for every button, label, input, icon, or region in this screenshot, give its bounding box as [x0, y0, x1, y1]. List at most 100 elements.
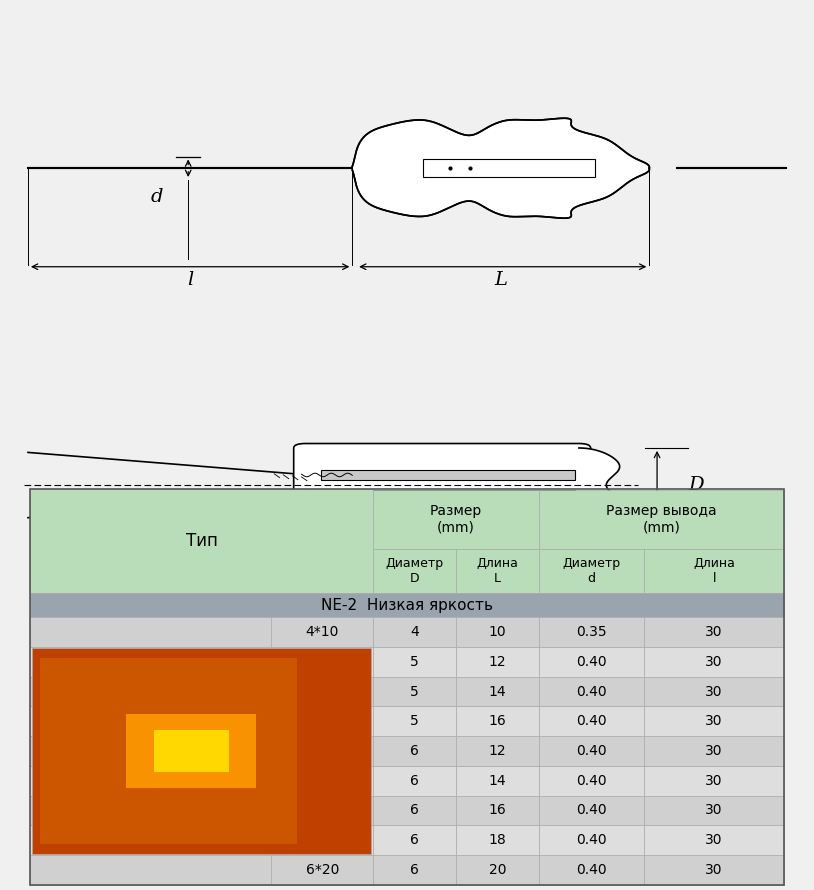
Text: NE-2  Низкая яркость: NE-2 Низкая яркость [321, 598, 493, 613]
Text: L: L [494, 271, 507, 288]
Bar [154, 730, 229, 772]
Bar [645, 765, 784, 796]
Bar [30, 825, 373, 855]
Text: Тип: Тип [186, 532, 217, 551]
Bar [30, 490, 784, 885]
Bar [645, 707, 784, 736]
Text: 4*10: 4*10 [305, 625, 339, 639]
Text: 5*14: 5*14 [305, 684, 339, 699]
Bar [321, 470, 575, 480]
Bar [539, 618, 645, 647]
Bar [456, 707, 539, 736]
Text: 30: 30 [706, 773, 723, 788]
Text: 20: 20 [488, 862, 506, 877]
Text: 4: 4 [410, 625, 419, 639]
Text: 14: 14 [488, 684, 506, 699]
Bar [539, 676, 645, 707]
Bar [271, 707, 373, 736]
Bar [456, 736, 539, 765]
Bar [422, 159, 594, 177]
Text: 6*12: 6*12 [305, 744, 339, 758]
Bar [30, 647, 373, 676]
Bar [373, 676, 456, 707]
Bar [373, 549, 456, 594]
Bar [271, 765, 373, 796]
Bar [30, 796, 373, 825]
Bar [373, 647, 456, 676]
Text: Размер
(mm): Размер (mm) [430, 504, 482, 534]
Bar [271, 736, 373, 765]
Bar [321, 490, 575, 500]
Text: 6: 6 [410, 862, 419, 877]
Bar [40, 658, 297, 845]
Polygon shape [579, 448, 619, 522]
Text: 6: 6 [410, 833, 419, 847]
Bar [373, 618, 456, 647]
Bar [30, 707, 373, 736]
Bar [373, 736, 456, 765]
Bar [539, 647, 645, 676]
Bar [456, 647, 539, 676]
Bar [539, 707, 645, 736]
Text: 12: 12 [488, 744, 506, 758]
Bar [456, 676, 539, 707]
Bar [30, 594, 784, 618]
Text: 12: 12 [488, 655, 506, 668]
Text: 5: 5 [410, 684, 419, 699]
Bar [271, 825, 373, 855]
Bar [645, 676, 784, 707]
Bar [539, 736, 645, 765]
Bar [539, 549, 645, 594]
Text: 30: 30 [706, 862, 723, 877]
Text: 30: 30 [706, 715, 723, 728]
Text: 0.40: 0.40 [576, 804, 607, 817]
Bar [126, 714, 256, 789]
Text: 30: 30 [706, 804, 723, 817]
Bar [30, 736, 373, 765]
Text: 5*12: 5*12 [305, 655, 339, 668]
Text: 16: 16 [488, 715, 506, 728]
Text: l: l [187, 271, 193, 288]
Text: 0.40: 0.40 [576, 655, 607, 668]
Bar [456, 855, 539, 885]
Bar [30, 618, 373, 647]
Text: 5: 5 [410, 715, 419, 728]
Bar [539, 796, 645, 825]
Bar [30, 855, 373, 885]
Bar [539, 825, 645, 855]
Bar [373, 796, 456, 825]
Bar [271, 647, 373, 676]
Bar [32, 648, 371, 854]
Text: 6*18: 6*18 [305, 833, 339, 847]
Text: 0.40: 0.40 [576, 833, 607, 847]
Text: 30: 30 [706, 625, 723, 639]
Bar [271, 676, 373, 707]
Text: d: d [151, 189, 163, 206]
Text: 6*20: 6*20 [305, 862, 339, 877]
Bar [456, 765, 539, 796]
Text: 0.40: 0.40 [576, 862, 607, 877]
Text: 18: 18 [488, 833, 506, 847]
Bar [30, 490, 373, 594]
Text: 6*16: 6*16 [305, 804, 339, 817]
Text: Длина
L: Длина L [476, 557, 519, 586]
Bar [645, 825, 784, 855]
Bar [456, 825, 539, 855]
Bar [539, 490, 784, 549]
Bar [645, 549, 784, 594]
Bar [456, 549, 539, 594]
Bar [645, 647, 784, 676]
Text: D: D [689, 476, 704, 494]
Text: 14: 14 [488, 773, 506, 788]
Text: 5*16: 5*16 [305, 715, 339, 728]
Text: 30: 30 [706, 684, 723, 699]
Bar [30, 765, 373, 796]
Bar [30, 676, 373, 707]
Bar [456, 618, 539, 647]
Text: 0.40: 0.40 [576, 773, 607, 788]
Text: 6: 6 [410, 804, 419, 817]
FancyBboxPatch shape [294, 443, 591, 527]
Bar [373, 855, 456, 885]
Bar [571, 452, 587, 518]
Bar [271, 855, 373, 885]
